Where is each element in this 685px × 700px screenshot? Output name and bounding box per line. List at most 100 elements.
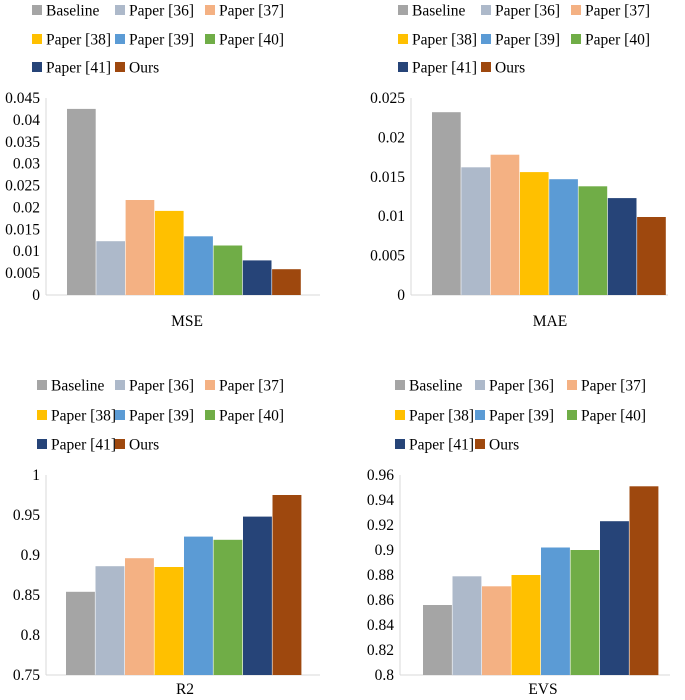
legend-item: Paper [41] xyxy=(32,60,111,77)
x-axis-label: MSE xyxy=(171,313,203,330)
legend-swatch xyxy=(115,62,125,72)
legend-label: Paper [41] xyxy=(412,60,477,77)
legend-item: Paper [38] xyxy=(32,32,111,49)
legend-swatch xyxy=(475,439,485,449)
bar-paper-39 xyxy=(184,236,213,295)
legend-item: Ours xyxy=(115,60,159,77)
bar-paper-36 xyxy=(461,167,490,295)
legend-swatch xyxy=(32,5,42,15)
legend-label: Paper [37] xyxy=(219,3,284,20)
legend-label: Baseline xyxy=(409,378,462,395)
legend-label: Paper [38] xyxy=(412,32,477,49)
y-tick-label: 0.86 xyxy=(367,592,394,609)
legend-swatch xyxy=(481,5,491,15)
legend-swatch xyxy=(475,410,485,420)
bar-paper-36 xyxy=(96,241,125,295)
y-tick-label: 0.75 xyxy=(13,667,40,684)
x-axis-label: EVS xyxy=(528,681,557,698)
legend-label: Baseline xyxy=(412,3,465,20)
legend-swatch xyxy=(115,439,125,449)
y-tick-label: 0.82 xyxy=(367,642,394,659)
legend-swatch xyxy=(398,62,408,72)
bar-baseline xyxy=(66,591,95,675)
legend-item: Paper [39] xyxy=(115,32,194,49)
legend-item: Baseline xyxy=(32,3,99,20)
legend-label: Paper [40] xyxy=(219,408,284,425)
legend-item: Paper [36] xyxy=(115,378,194,395)
legend-label: Ours xyxy=(129,60,159,77)
legend-item: Paper [40] xyxy=(567,408,646,425)
legend-item: Paper [40] xyxy=(205,408,284,425)
bar-paper-38 xyxy=(154,210,184,295)
y-tick-label: 0.9 xyxy=(375,542,395,559)
legend-item: Paper [38] xyxy=(398,32,477,49)
legend-label: Paper [36] xyxy=(495,3,560,20)
legend-swatch xyxy=(398,5,408,15)
y-tick-label: 0.92 xyxy=(367,517,394,534)
legend-swatch xyxy=(395,380,405,390)
legend-item: Paper [36] xyxy=(115,3,194,20)
y-tick-label: 0.035 xyxy=(5,134,40,151)
bar-paper-38 xyxy=(511,575,541,675)
bar-paper-40 xyxy=(213,539,243,675)
legend-label: Paper [37] xyxy=(585,3,650,20)
legend-item: Paper [37] xyxy=(567,378,646,395)
legend-swatch xyxy=(481,34,491,44)
legend-label: Paper [38] xyxy=(46,32,111,49)
legend-item: Ours xyxy=(115,437,159,454)
x-axis-label: MAE xyxy=(533,313,567,330)
bar-paper-41 xyxy=(600,521,629,675)
legend-label: Ours xyxy=(129,437,159,454)
legend-item: Paper [39] xyxy=(115,408,194,425)
legend-swatch xyxy=(205,34,215,44)
legend-label: Paper [40] xyxy=(219,32,284,49)
bar-paper-36 xyxy=(95,566,125,675)
legend-swatch xyxy=(205,380,215,390)
bar-paper-37 xyxy=(482,586,511,676)
y-tick-label: 0.01 xyxy=(13,243,40,260)
legend-item: Paper [40] xyxy=(205,32,284,49)
chart-panel-mae: Baseline Paper [36] Paper [37] Paper [38] Pa… xyxy=(370,3,668,330)
legend-item: Baseline xyxy=(398,3,465,20)
y-tick-label: 0.94 xyxy=(367,492,394,509)
bar-paper-40 xyxy=(578,186,608,295)
legend-swatch xyxy=(115,380,125,390)
legend-swatch xyxy=(32,34,42,44)
legend-label: Paper [39] xyxy=(129,32,194,49)
legend-label: Paper [40] xyxy=(581,408,646,425)
bar-paper-41 xyxy=(242,260,272,295)
legend-label: Paper [41] xyxy=(51,437,116,454)
legend-item: Paper [41] xyxy=(37,437,116,454)
y-tick-label: 0.01 xyxy=(378,208,405,225)
legend-swatch xyxy=(567,380,577,390)
legend-item: Ours xyxy=(475,437,519,454)
legend-label: Paper [39] xyxy=(495,32,560,49)
legend-swatch xyxy=(115,5,125,15)
y-tick-label: 0.8 xyxy=(375,667,395,684)
legend-label: Ours xyxy=(489,437,519,454)
y-tick-label: 0.045 xyxy=(5,90,40,107)
legend-swatch xyxy=(37,410,47,420)
legend-item: Paper [36] xyxy=(481,3,560,20)
legend-label: Paper [36] xyxy=(129,378,194,395)
bar-paper-37 xyxy=(125,200,155,295)
y-tick-label: 0.025 xyxy=(370,90,405,107)
legend-label: Paper [41] xyxy=(46,60,111,77)
y-tick-label: 0.88 xyxy=(367,567,394,584)
bar-paper-37 xyxy=(125,558,154,675)
legend-swatch xyxy=(398,34,408,44)
legend-item: Paper [37] xyxy=(205,378,284,395)
chart-panel-r2: Baseline Paper [36] Paper [37] Paper [38] Pa… xyxy=(13,378,320,698)
bar-baseline xyxy=(432,112,461,295)
legend-swatch xyxy=(205,5,215,15)
legend-label: Ours xyxy=(495,60,525,77)
legend-label: Paper [37] xyxy=(581,378,646,395)
legend-swatch xyxy=(115,34,125,44)
bar-paper-40 xyxy=(213,245,243,295)
bar-paper-39 xyxy=(549,179,578,295)
legend-swatch xyxy=(567,410,577,420)
y-tick-label: 0.8 xyxy=(21,627,41,644)
y-tick-label: 0 xyxy=(32,287,40,304)
y-tick-label: 0.02 xyxy=(13,199,40,216)
legend-label: Paper [37] xyxy=(219,378,284,395)
